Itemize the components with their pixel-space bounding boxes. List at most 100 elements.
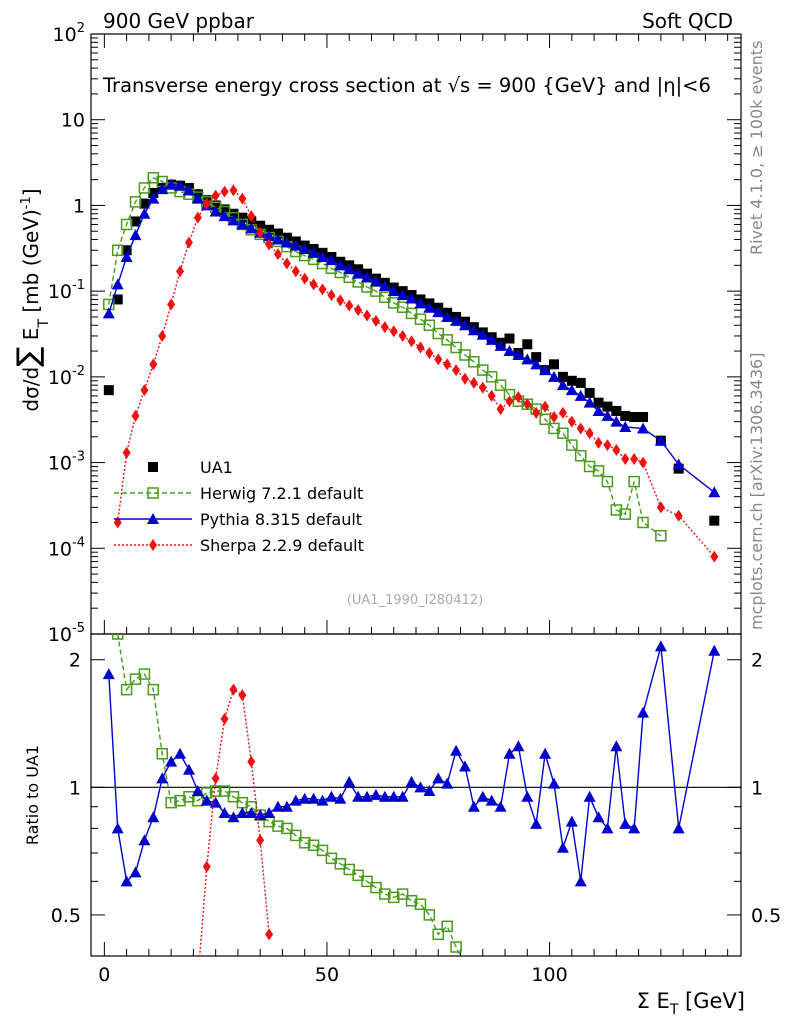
data-point	[256, 226, 265, 239]
legend-marker	[149, 539, 157, 551]
data-point	[539, 413, 551, 426]
data-point	[558, 406, 567, 419]
ratio-line	[108, 646, 715, 883]
ratio-y-tick-label: 1	[69, 777, 81, 799]
data-point	[619, 508, 631, 520]
x-axis-label: Σ ET [GeV]	[637, 989, 745, 1018]
data-point	[387, 285, 400, 297]
data-point	[111, 278, 124, 290]
data-point	[594, 436, 603, 449]
data-point	[441, 334, 453, 346]
ratio-point	[247, 755, 256, 768]
ratio-point	[485, 794, 498, 806]
data-point	[709, 515, 720, 526]
ratio-point	[521, 790, 534, 802]
ratio-point	[379, 888, 391, 900]
ratio-point	[129, 866, 142, 878]
data-point	[369, 275, 382, 287]
ratio-point	[256, 834, 265, 847]
ratio-point	[423, 785, 436, 797]
data-point	[485, 371, 498, 383]
data-point	[432, 306, 445, 318]
data-point	[566, 375, 577, 386]
y-tick-label: 1	[73, 195, 85, 217]
ratio-point	[191, 785, 204, 797]
data-point	[316, 251, 329, 263]
data-point	[574, 450, 587, 462]
ratio-point	[209, 785, 222, 797]
data-point	[620, 410, 631, 421]
data-point	[273, 248, 282, 261]
ratio-point	[441, 777, 454, 789]
ratio-point	[238, 689, 247, 702]
ratio-point	[289, 794, 302, 806]
data-point	[432, 327, 445, 340]
legend-label: Sherpa 2.2.9 default	[200, 536, 364, 555]
data-point	[469, 376, 478, 389]
ratio-point	[423, 909, 436, 921]
data-point	[601, 475, 614, 488]
ratio-point	[138, 834, 151, 846]
data-point	[300, 272, 309, 285]
ratio-point	[280, 800, 293, 812]
data-point	[210, 200, 221, 211]
ratio-point	[102, 668, 115, 680]
ratio-point	[494, 800, 507, 812]
data-point	[289, 239, 302, 251]
data-point	[334, 259, 347, 271]
data-point	[307, 246, 320, 258]
ratio-point	[138, 668, 151, 680]
data-point	[548, 370, 561, 382]
data-point	[263, 229, 276, 241]
data-point	[103, 385, 114, 396]
ratio-point	[574, 875, 587, 887]
data-point	[523, 398, 532, 411]
legend-label: UA1	[200, 458, 233, 477]
data-point	[121, 245, 132, 256]
ratio-point	[432, 772, 445, 784]
ratio-point	[183, 791, 195, 803]
ratio-point	[405, 775, 418, 787]
ratio-series-pythia-8-315-default	[102, 640, 721, 887]
data-point	[567, 415, 576, 428]
data-point	[541, 400, 550, 413]
legend-entry: Herwig 7.2.1 default	[114, 484, 363, 503]
data-point	[111, 244, 124, 256]
ratio-point	[165, 755, 178, 767]
data-point	[603, 439, 612, 452]
ratio-point	[220, 712, 229, 725]
data-point	[120, 218, 133, 231]
ratio-point	[512, 740, 525, 752]
ratio-point	[450, 941, 462, 953]
data-point	[174, 179, 187, 191]
data-point	[396, 301, 409, 313]
data-point	[654, 434, 667, 446]
data-point	[531, 352, 542, 363]
data-point	[191, 192, 204, 204]
ratio-point	[200, 794, 213, 806]
ratio-point	[369, 788, 382, 800]
data-point	[343, 263, 356, 275]
data-point	[336, 294, 345, 307]
data-point	[414, 297, 427, 309]
data-point	[575, 377, 586, 388]
ratio-point	[343, 775, 356, 787]
source-label: mcplots.cern.ch [arXiv:1306.3436]	[747, 353, 766, 630]
ratio-series-herwig-7-2-1-default	[111, 634, 462, 956]
ratio-point	[530, 817, 543, 829]
data-point	[514, 391, 523, 404]
y-tick-label: 10-5	[48, 621, 85, 646]
data-point	[478, 381, 487, 394]
data-point	[593, 397, 604, 408]
ratio-point	[361, 875, 373, 888]
data-point	[710, 550, 719, 563]
ratio-point	[147, 683, 160, 696]
data-point	[229, 184, 238, 197]
data-point	[182, 184, 195, 196]
ratio-point	[120, 875, 133, 887]
ratio-point	[245, 806, 258, 818]
data-point	[271, 233, 284, 245]
data-point	[503, 345, 516, 357]
svg-text:dσ/d∑ ET [mb (GeV)-1]: dσ/d∑ ET [mb (GeV)-1]	[11, 188, 52, 411]
